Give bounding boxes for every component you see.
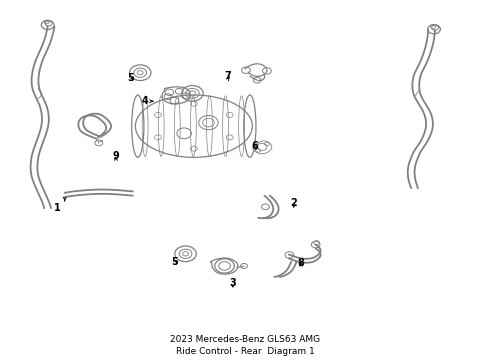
Text: 4: 4	[142, 96, 148, 106]
Text: 9: 9	[113, 152, 119, 162]
Text: 5: 5	[127, 73, 134, 83]
Text: 6: 6	[251, 141, 258, 151]
Text: 2: 2	[291, 198, 297, 208]
Text: 5: 5	[171, 257, 178, 267]
Text: 7: 7	[224, 71, 231, 81]
Text: 8: 8	[297, 258, 304, 269]
Text: 2023 Mercedes-Benz GLS63 AMG
Ride Control - Rear  Diagram 1: 2023 Mercedes-Benz GLS63 AMG Ride Contro…	[170, 335, 320, 356]
Text: 1: 1	[54, 203, 61, 213]
Text: 3: 3	[229, 278, 236, 288]
